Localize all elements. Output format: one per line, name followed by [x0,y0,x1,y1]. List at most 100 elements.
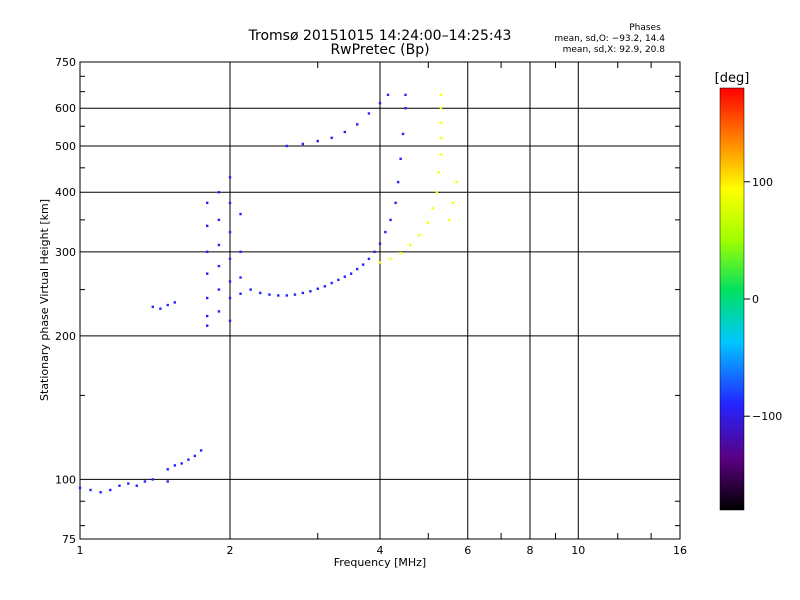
colorbar-label: [deg] [715,71,750,86]
data-point [166,468,169,471]
data-point [89,488,92,492]
data-point [187,458,190,461]
data-point [367,257,371,261]
y-tick-label: 200 [55,330,76,343]
colorbar-tick-label: 100 [752,176,773,189]
x-tick-label: 4 [377,544,384,557]
data-point [159,307,162,310]
x-tick-labels: 1 2 4 6 8 10 16 [77,544,688,557]
y-tick-label: 600 [55,102,76,115]
y-tick-label: 75 [62,533,76,546]
data-point [455,180,458,184]
y-tick-label: 750 [55,56,76,69]
data-point [228,176,232,179]
data-point [337,278,340,282]
data-point [127,482,130,485]
data-point [151,478,155,481]
data-point [378,261,382,264]
data-point [166,480,169,483]
data-point [301,291,305,295]
phases-o-line: mean, sd,O: −93.2, 14.4 [554,34,665,44]
x-tick-label: 16 [673,544,687,557]
data-point [330,136,333,140]
data-point [217,191,221,194]
data-point [180,462,183,465]
data-point [205,250,209,254]
data-point [367,112,371,115]
data-point [239,212,242,216]
data-point [323,285,327,288]
x-tick-label: 2 [227,544,234,557]
data-point [409,243,412,247]
chart-subtitle: RwPretec (Bp) [330,42,429,58]
data-point [228,296,232,300]
data-point [228,257,232,261]
data-point [427,221,430,225]
data-point [99,491,102,494]
data-point [277,294,280,297]
data-point [239,276,242,279]
colorbar-ticks: 100 0 −100 [744,176,782,423]
data-point [396,180,400,184]
x-tick-label: 1 [77,544,84,557]
y-axis-label: Stationary phase Virtual Height [km] [38,199,51,401]
data-point [439,107,443,110]
data-point [451,201,455,205]
data-point [228,230,232,234]
data-point [205,296,209,300]
data-point [399,157,402,161]
data-point [394,201,397,205]
colorbar: [deg] 100 0 −100 [715,71,782,511]
data-point [309,290,312,293]
data-point [316,287,319,290]
data-point [418,234,421,237]
data-point [249,288,252,291]
data-point [109,488,112,492]
data-point [349,272,353,275]
data-point [378,242,382,245]
data-points [78,93,458,494]
data-point [439,153,443,156]
data-point [199,449,203,452]
data-point [78,486,82,490]
y-tick-label: 500 [55,140,76,153]
data-point [217,218,221,222]
data-point [135,484,138,487]
data-point [118,484,121,487]
data-point [389,257,392,261]
data-point [439,121,443,124]
data-point [173,464,177,467]
data-point [404,107,407,110]
data-point [437,171,441,174]
data-point [205,314,209,318]
colorbar-tick-label: −100 [752,410,782,423]
data-point [268,293,271,296]
data-point [378,101,382,105]
data-point [143,480,147,483]
data-point [205,272,209,275]
data-point [217,264,221,268]
data-point [373,250,376,254]
data-point [399,252,402,255]
data-point [259,291,262,295]
x-tick-label: 8 [527,544,534,557]
y-tick-label: 100 [55,473,76,486]
data-point [228,319,232,323]
data-point [217,288,221,291]
data-point [404,93,407,97]
data-point [343,275,347,278]
phases-x-line: mean, sd,X: 92.9, 20.8 [563,45,666,55]
colorbar-gradient [719,87,745,511]
data-point [239,250,242,254]
x-tick-label: 6 [464,544,471,557]
data-point [439,136,443,140]
colorbar-tick-label: 0 [752,293,759,306]
data-point [447,218,451,222]
data-point [330,281,333,285]
data-point [401,132,405,136]
data-point [217,243,221,247]
data-point [193,454,197,458]
data-point [285,144,288,148]
data-point [435,191,438,194]
